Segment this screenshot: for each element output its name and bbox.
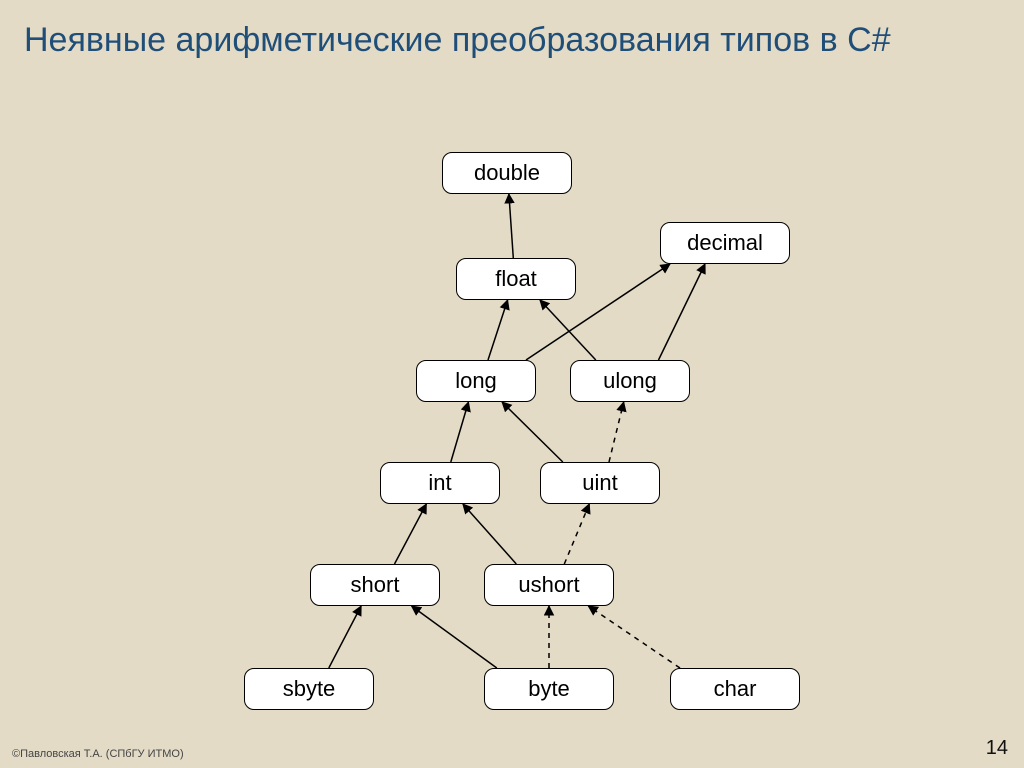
node-ulong: ulong: [570, 360, 690, 402]
diagram-nodes: double decimal float long ulong intuint short u…: [0, 0, 1024, 768]
node-long: long: [416, 360, 536, 402]
node-float: float: [456, 258, 576, 300]
node-uint: uint: [540, 462, 660, 504]
node-short: short: [310, 564, 440, 606]
node-decimal: decimal: [660, 222, 790, 264]
node-sbyte: sbyte: [244, 668, 374, 710]
node-double: double: [442, 152, 572, 194]
node-ushort: ushort: [484, 564, 614, 606]
page-number: 14: [986, 737, 1008, 760]
node-byte: byte: [484, 668, 614, 710]
node-char: char: [670, 668, 800, 710]
slide-title: Неявные арифметические преобразования ти…: [24, 20, 1000, 61]
footer-copyright: ©Павловская Т.А. (СПбГУ ИТМО): [12, 748, 184, 760]
node-int: int: [380, 462, 500, 504]
